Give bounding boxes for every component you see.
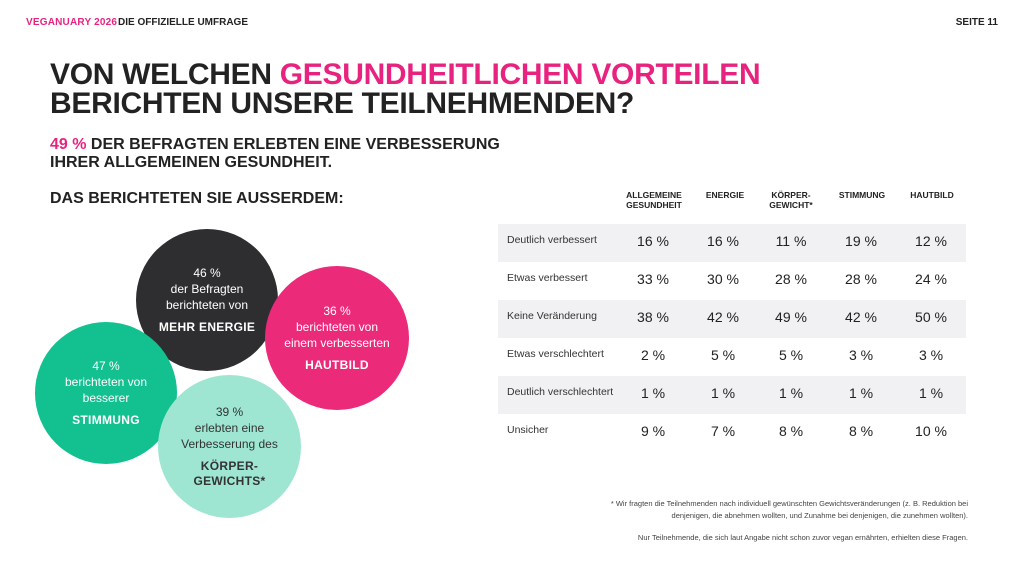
table-cell: 33 % — [637, 271, 669, 287]
table-cell: 10 % — [915, 423, 947, 439]
row-label: Etwas verbessert — [507, 272, 588, 284]
column-header: ENERGIE — [692, 190, 758, 200]
table-cell: 1 % — [710, 385, 736, 401]
weight-bubble: 39 % erlebten eine Verbesserung des KÖRP… — [158, 375, 301, 518]
title-part1: VON WELCHEN — [50, 58, 280, 91]
skin-percent: 36 % — [323, 304, 351, 318]
title-part2: BERICHTEN UNSERE TEILNEHMENDEN? — [50, 87, 635, 120]
table-cell: 8 % — [848, 423, 874, 439]
table-cell: 1 % — [778, 385, 804, 401]
survey-label: DIE OFFIZIELLE UMFRAGE — [118, 17, 248, 28]
title-accent: GESUNDHEITLICHEN VORTEILEN — [279, 58, 761, 91]
section-heading: DAS BERICHTETEN SIE AUSSERDEM: — [50, 190, 344, 207]
table-row: Deutlich verschlechtert 1 % 1 % 1 % 1 % … — [498, 376, 966, 414]
column-header-line: HAUTBILD — [910, 190, 954, 200]
table-cell: 9 % — [640, 423, 666, 439]
row-label: Etwas verschlechtert — [507, 348, 604, 360]
page-number: SEITE 11 — [955, 17, 998, 28]
table-cell: 50 % — [915, 309, 947, 325]
table-cell: 28 % — [845, 271, 877, 287]
footnote-weight: * Wir fragten die Teilnehmenden nach ind… — [448, 498, 968, 522]
table-cell: 12 % — [915, 233, 947, 249]
footnote-weight-line2: denjenigen, die abnehmen wollten, und Zu… — [671, 511, 968, 520]
table-row: Etwas verbessert 33 % 30 % 28 % 28 % 24 … — [498, 262, 966, 300]
mood-bubble: 47 % berichteten von besserer STIMMUNG — [35, 322, 177, 464]
energy-emphasis: MEHR ENERGIE — [158, 320, 256, 334]
table-cell: 24 % — [915, 271, 947, 287]
table-cell: 42 % — [707, 309, 739, 325]
energy-text-2: berichteten von — [165, 298, 249, 312]
column-header: KÖRPER- GEWICHT* — [758, 190, 824, 210]
table-cell: 1 % — [918, 385, 944, 401]
table-cell: 38 % — [637, 309, 669, 325]
skin-text-1: berichteten von — [295, 320, 379, 334]
energy-text-1: der Befragten — [170, 282, 244, 296]
mood-text-1: berichteten von — [64, 375, 148, 389]
table-cell: 30 % — [707, 271, 739, 287]
table-row: Unsicher 9 % 7 % 8 % 8 % 10 % — [498, 414, 966, 452]
column-header: ALLGEMEINE GESUNDHEIT — [616, 190, 692, 210]
page-title: VON WELCHEN GESUNDHEITLICHEN VORTEILEN B… — [50, 58, 790, 120]
column-header: STIMMUNG — [828, 190, 896, 200]
table-cell: 3 % — [918, 347, 944, 363]
weight-text-2: Verbesserung des — [181, 437, 278, 451]
table-cell: 5 % — [710, 347, 736, 363]
row-label: Keine Veränderung — [507, 310, 597, 322]
row-label: Deutlich verschlechtert — [507, 386, 614, 398]
key-finding-text: DER BEFRAGTEN ERLEBTEN EINE VERBESSERUNG… — [50, 136, 500, 171]
column-header-line: GEWICHT* — [769, 200, 813, 210]
weight-emphasis-1: KÖRPER- — [200, 459, 259, 473]
table-cell: 8 % — [778, 423, 804, 439]
mood-percent: 47 % — [92, 359, 120, 373]
table-cell: 19 % — [845, 233, 877, 249]
column-header-line: STIMMUNG — [838, 190, 886, 200]
table-cell: 1 % — [640, 385, 666, 401]
table-cell: 3 % — [848, 347, 874, 363]
energy-bubble: 46 % der Befragten berichteten von MEHR … — [136, 229, 278, 371]
energy-percent: 46 % — [193, 266, 221, 280]
brand-label: VEGANUARY 2026 — [26, 17, 118, 28]
row-label: Unsicher — [507, 424, 549, 436]
key-finding-percent: 49 % — [50, 136, 87, 153]
footnote-weight-line1: * Wir fragten die Teilnehmenden nach ind… — [610, 499, 968, 508]
column-header-line: GESUNDHEIT — [626, 200, 682, 210]
table-row: Etwas verschlechtert 2 % 5 % 5 % 3 % 3 % — [498, 338, 966, 376]
weight-emphasis-2: GEWICHTS* — [193, 474, 266, 488]
mood-text-2: besserer — [82, 391, 130, 405]
table-row: Deutlich verbessert 16 % 16 % 11 % 19 % … — [498, 224, 966, 262]
skin-text-2: einem verbesserten — [284, 336, 390, 350]
weight-percent: 39 % — [215, 405, 244, 419]
table-cell: 28 % — [775, 271, 807, 287]
table-cell: 42 % — [845, 309, 877, 325]
skin-bubble: 36 % berichteten von einem verbesserten … — [265, 266, 409, 410]
skin-emphasis: HAUTBILD — [305, 358, 369, 372]
table-cell: 11 % — [775, 233, 807, 249]
column-header-line: KÖRPER- — [771, 190, 811, 200]
footnote-eligibility: Nur Teilnehmende, die sich laut Angabe n… — [637, 533, 968, 542]
table-cell: 49 % — [775, 309, 807, 325]
table-cell: 16 % — [707, 233, 739, 249]
table-cell: 2 % — [640, 347, 666, 363]
column-header: HAUTBILD — [898, 190, 966, 200]
key-finding: 49 % DER BEFRAGTEN ERLEBTEN EINE VERBESS… — [50, 136, 530, 172]
table-row: Keine Veränderung 38 % 42 % 49 % 42 % 50… — [498, 300, 966, 338]
weight-text-1: erlebten eine — [194, 421, 265, 435]
table-cell: 7 % — [710, 423, 736, 439]
table-cell: 16 % — [637, 233, 669, 249]
column-header-line: ENERGIE — [705, 190, 745, 200]
row-label: Deutlich verbessert — [507, 234, 597, 246]
mood-emphasis: STIMMUNG — [72, 413, 140, 427]
column-header-line: ALLGEMEINE — [626, 190, 682, 200]
table-cell: 1 % — [848, 385, 874, 401]
table-cell: 5 % — [778, 347, 804, 363]
